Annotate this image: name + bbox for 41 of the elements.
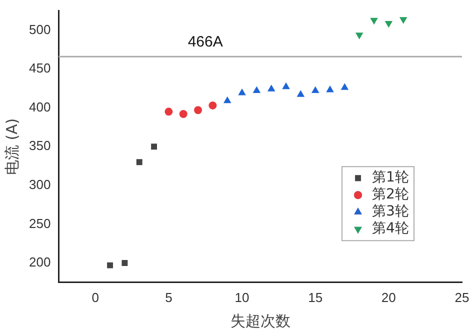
y-tick-label: 450 [28, 60, 51, 76]
point [356, 32, 363, 39]
point [179, 110, 188, 118]
point [238, 89, 246, 96]
y-tick-label: 300 [28, 176, 51, 192]
legend-label: 第4轮 [372, 220, 409, 237]
x-axis-title: 失超次数 [230, 312, 290, 330]
y-tick-label: 250 [28, 216, 51, 231]
x-tick-label: 25 [454, 290, 470, 305]
y-axis-title: 电流 (A) [2, 118, 21, 175]
point [253, 86, 260, 93]
point [385, 20, 392, 28]
point [107, 262, 113, 268]
x-tick-label: 0 [92, 290, 99, 305]
point [268, 85, 275, 92]
point [312, 86, 319, 93]
legend-label: 第3轮 [372, 204, 409, 220]
point [194, 106, 202, 114]
point [136, 159, 142, 166]
legend-label: 第2轮 [372, 186, 409, 203]
y-tick-label: 350 [28, 138, 51, 154]
x-tick-label: 5 [165, 290, 172, 305]
ref-line-label: 466A [188, 34, 223, 51]
point [224, 96, 231, 104]
point [164, 108, 173, 116]
point [326, 86, 334, 92]
x-tick-label: 10 [234, 290, 250, 305]
point [208, 101, 217, 110]
point [341, 84, 348, 90]
legend-label: 第1轮 [372, 170, 409, 186]
x-tick-label: 20 [381, 290, 396, 305]
y-tick-label: 500 [28, 22, 51, 37]
point [122, 260, 128, 266]
point [400, 17, 407, 24]
point [151, 144, 157, 150]
point [282, 82, 290, 90]
point [370, 18, 378, 24]
y-tick-label: 400 [28, 99, 51, 114]
point [297, 90, 304, 97]
x-tick-label: 15 [308, 290, 323, 305]
y-tick-label: 200 [28, 254, 51, 270]
